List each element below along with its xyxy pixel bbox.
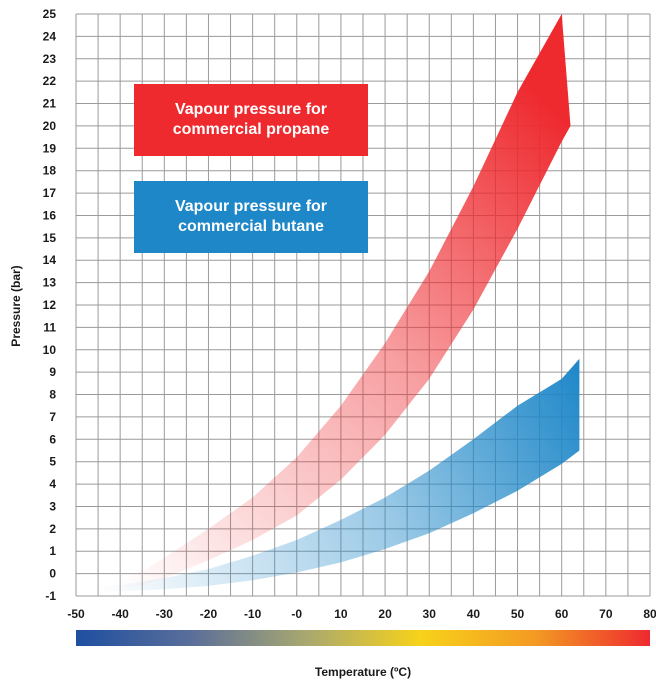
y-tick-label: 24 xyxy=(43,29,57,43)
y-tick-label: 21 xyxy=(43,97,57,111)
y-tick-label: 14 xyxy=(43,253,57,267)
data-areas xyxy=(98,14,580,592)
y-tick-label: 5 xyxy=(49,455,56,469)
y-tick-label: 25 xyxy=(43,7,57,21)
x-tick-label: 40 xyxy=(467,607,481,621)
legend-butane: Vapour pressure for commercial butane xyxy=(134,181,368,253)
x-tick-label: 10 xyxy=(334,607,348,621)
y-tick-label: 17 xyxy=(43,186,57,200)
x-tick-label: -20 xyxy=(200,607,218,621)
y-tick-label: 15 xyxy=(43,231,57,245)
y-tick-label: -1 xyxy=(45,589,56,603)
y-tick-labels: -101234567891011121314151617181920212223… xyxy=(43,7,57,603)
y-tick-label: 1 xyxy=(49,544,56,558)
x-axis-title: Temperature (ºC) xyxy=(315,665,411,679)
y-tick-label: 7 xyxy=(49,410,56,424)
x-tick-labels: -50 -40 -30 -20 -10 -0 10 20 30 40 50 60 70 80 xyxy=(67,607,656,621)
x-tick-label: -0 xyxy=(291,607,302,621)
y-tick-label: 23 xyxy=(43,52,57,66)
y-axis-title: Pressure (bar) xyxy=(9,265,23,346)
y-tick-label: 9 xyxy=(49,365,56,379)
y-tick-label: 0 xyxy=(49,567,56,581)
x-tick-label: -10 xyxy=(244,607,262,621)
x-tick-label: -30 xyxy=(156,607,174,621)
y-tick-label: 20 xyxy=(43,119,57,133)
series-band-1 xyxy=(98,358,580,592)
y-tick-label: 10 xyxy=(43,343,57,357)
x-tick-label: 60 xyxy=(555,607,569,621)
x-tick-label: 50 xyxy=(511,607,525,621)
y-tick-label: 19 xyxy=(43,141,57,155)
x-tick-label: -40 xyxy=(111,607,129,621)
y-tick-label: 16 xyxy=(43,208,57,222)
x-tick-label: 70 xyxy=(599,607,613,621)
y-tick-label: 11 xyxy=(43,320,56,334)
temperature-colorbar xyxy=(76,630,650,646)
y-tick-label: 4 xyxy=(49,477,56,491)
x-tick-label: 20 xyxy=(378,607,392,621)
y-tick-label: 22 xyxy=(43,74,57,88)
y-tick-label: 13 xyxy=(43,276,57,290)
x-tick-label: 80 xyxy=(643,607,656,621)
y-tick-label: 3 xyxy=(49,499,56,513)
x-tick-label: -50 xyxy=(67,607,85,621)
y-tick-label: 6 xyxy=(49,432,56,446)
x-tick-label: 30 xyxy=(423,607,437,621)
series-band-0 xyxy=(120,14,571,590)
y-tick-label: 2 xyxy=(49,522,56,536)
y-tick-label: 8 xyxy=(49,388,56,402)
y-tick-label: 18 xyxy=(43,164,57,178)
legend-propane: Vapour pressure for commercial propane xyxy=(134,84,368,156)
y-tick-label: 12 xyxy=(43,298,57,312)
